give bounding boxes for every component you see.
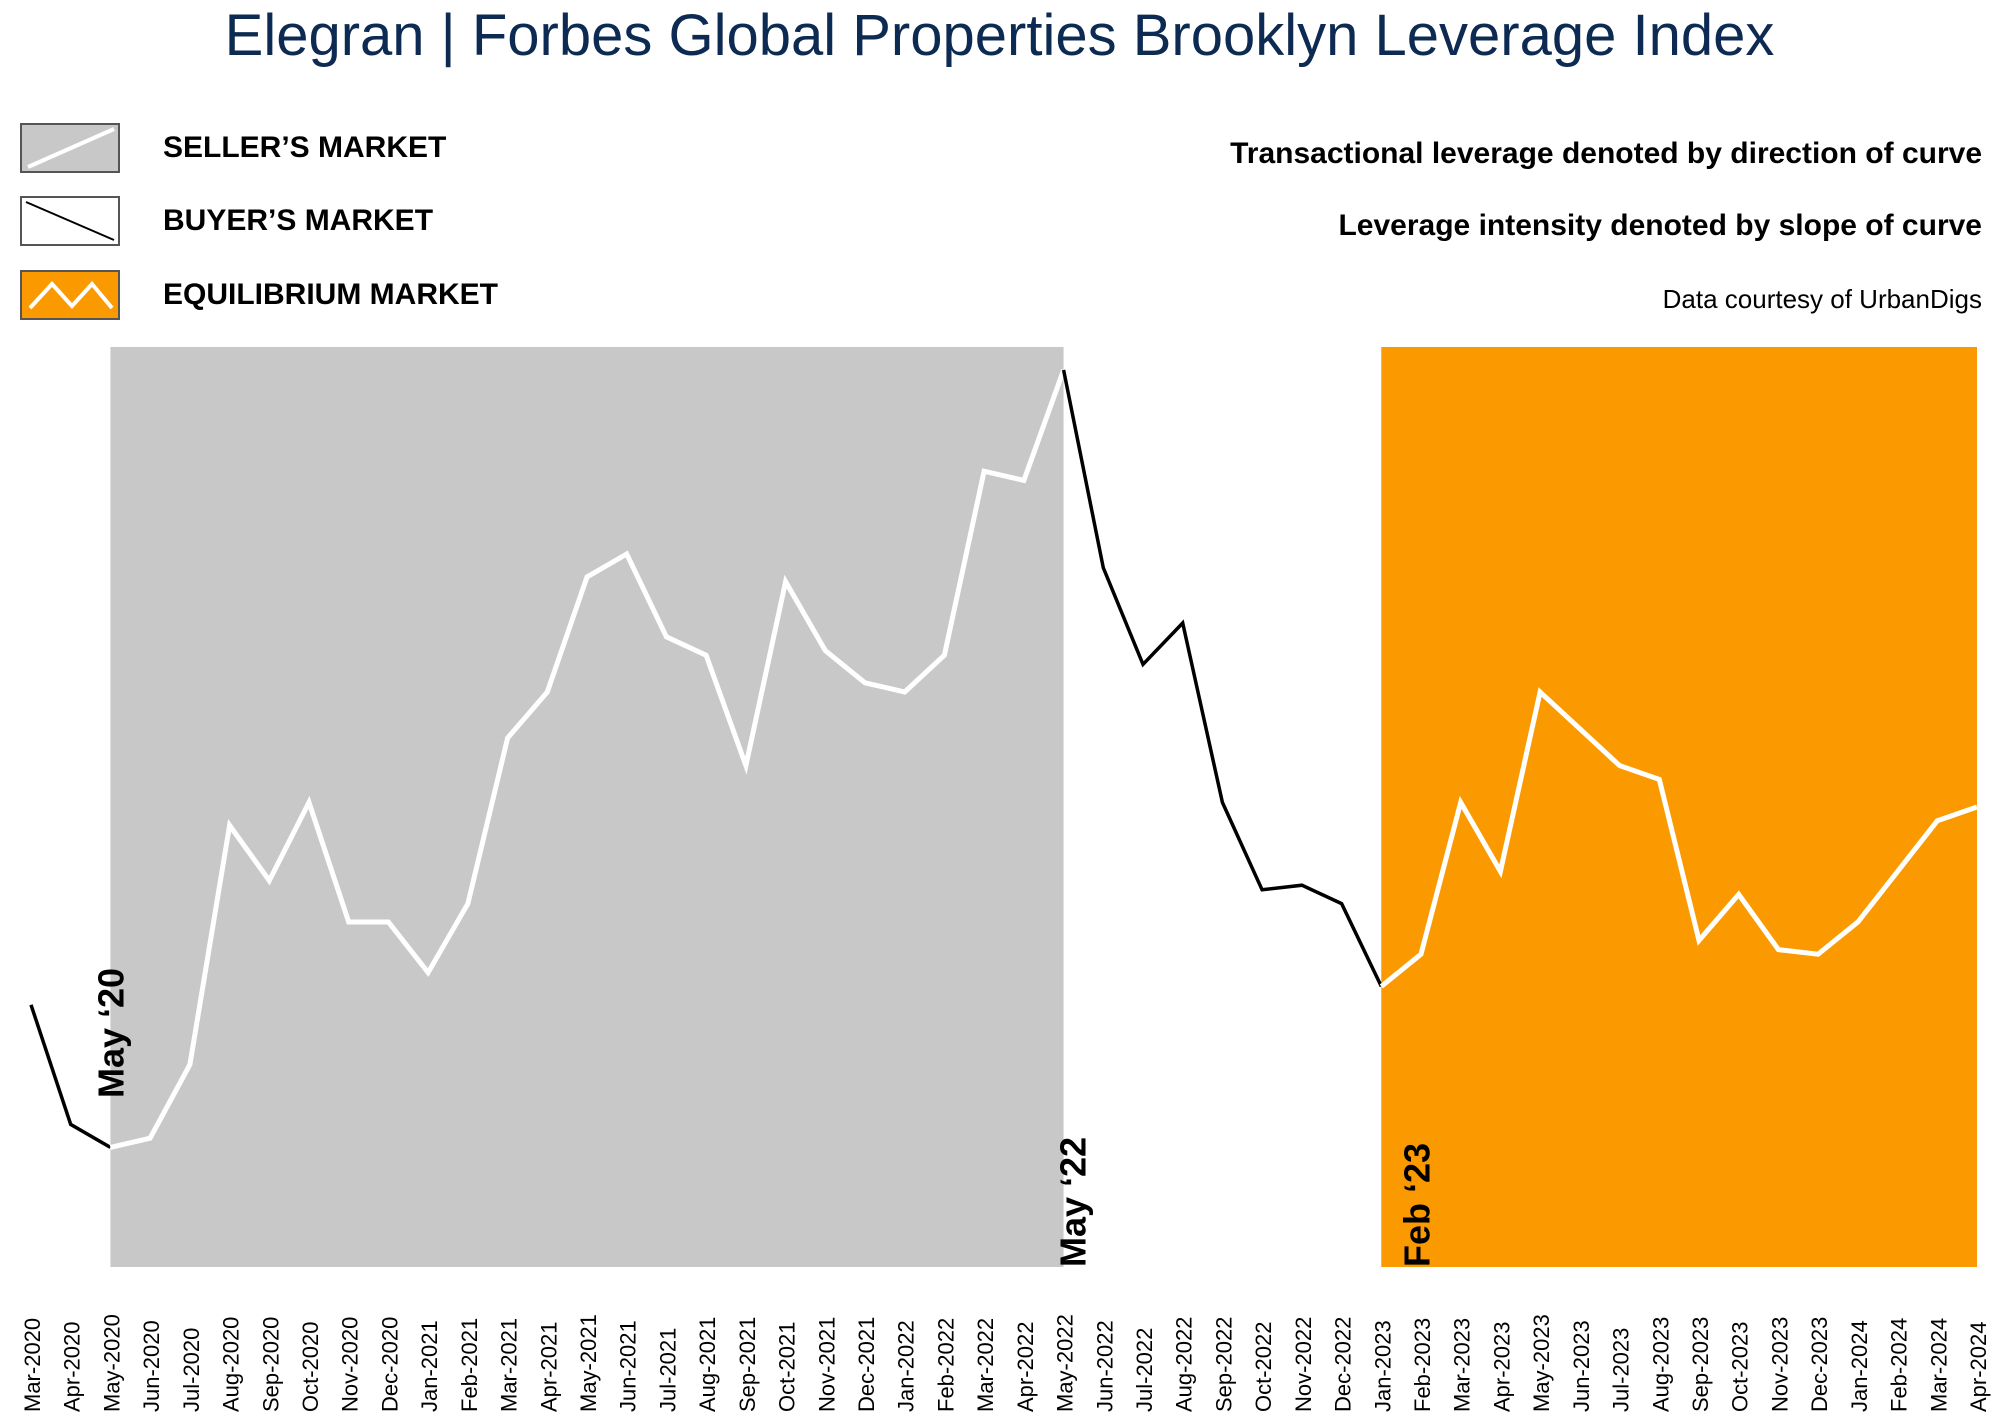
seller-segment-line [109, 369, 1066, 1150]
x-tick-label: Oct-2023 [1728, 1322, 1753, 1413]
x-tick-label: Jun-2020 [139, 1320, 164, 1412]
legend-label-seller: SELLER’S MARKET [163, 131, 447, 164]
x-tick-label: Mar-2020 [20, 1318, 45, 1412]
x-tick-label: Dec-2021 [854, 1317, 879, 1412]
x-tick-label: Mar-2022 [973, 1318, 998, 1412]
x-tick-label: Oct-2022 [1251, 1322, 1276, 1413]
equilibrium-segment-line [1379, 687, 1978, 989]
note-data-source: Data courtesy of UrbanDigs [1662, 284, 1982, 314]
x-tick-label: Sep-2021 [735, 1317, 760, 1412]
buyer-segment-line [29, 1004, 112, 1149]
x-tick-label: Jun-2022 [1092, 1320, 1117, 1412]
title-sub: Brooklyn Leverage Index [1132, 3, 1775, 68]
seller-market-swatch-icon [20, 123, 120, 173]
x-tick-label: Jul-2021 [655, 1328, 680, 1412]
x-tick-label: Jan-2021 [417, 1320, 442, 1412]
chart-title: Elegran | Forbes Global Properties Brook… [0, 2, 1999, 69]
title-main: Elegran | Forbes Global Properties [224, 3, 1117, 68]
legend-label-buyer: BUYER’S MARKET [163, 204, 434, 237]
note-leverage-direction: Transactional leverage denoted by direct… [1230, 137, 1982, 170]
x-tick-label: May-2020 [99, 1314, 124, 1412]
x-tick-label: Feb-2023 [1410, 1318, 1435, 1412]
x-tick-label: Nov-2023 [1767, 1317, 1792, 1412]
annotation-label: May ‘22 [1053, 1137, 1094, 1267]
x-tick-label: Jul-2020 [179, 1328, 204, 1412]
equilibrium-market-swatch-icon [20, 270, 120, 320]
equilibrium-market-region [1381, 347, 1977, 1267]
x-tick-label: Feb-2021 [457, 1318, 482, 1412]
x-tick-label: Jun-2021 [616, 1320, 641, 1412]
x-tick-label: Mar-2021 [497, 1318, 522, 1412]
x-tick-label: Jun-2023 [1569, 1320, 1594, 1412]
x-tick-label: Mar-2024 [1926, 1318, 1951, 1412]
x-tick-label: Sep-2023 [1688, 1317, 1713, 1412]
x-tick-label: May-2022 [1053, 1314, 1078, 1412]
annotation-label: May ‘20 [90, 968, 131, 1098]
x-tick-label: Feb-2022 [933, 1318, 958, 1412]
x-tick-label: Aug-2022 [1172, 1317, 1197, 1412]
x-tick-label: Aug-2020 [219, 1317, 244, 1412]
buyer-market-swatch-icon [20, 196, 120, 246]
x-tick-label: Mar-2023 [1450, 1318, 1475, 1412]
legend-label-equilibrium: EQUILIBRIUM MARKET [163, 278, 498, 311]
x-tick-label: Aug-2021 [695, 1317, 720, 1412]
note-leverage-intensity: Leverage intensity denoted by slope of c… [1338, 209, 1982, 242]
x-tick-label: Aug-2023 [1648, 1317, 1673, 1412]
annotation-label: Feb ‘23 [1396, 1143, 1437, 1267]
x-tick-label: May-2023 [1529, 1314, 1554, 1412]
x-tick-label: May-2021 [576, 1314, 601, 1412]
x-tick-label: Jan-2024 [1847, 1320, 1872, 1412]
x-tick-label: Apr-2024 [1966, 1321, 1991, 1412]
x-tick-label: Dec-2022 [1331, 1317, 1356, 1412]
x-tick-label: Sep-2022 [1211, 1317, 1236, 1412]
seller-market-region [110, 347, 1064, 1267]
x-tick-label: Sep-2020 [258, 1317, 283, 1412]
x-tick-label: Oct-2021 [775, 1322, 800, 1413]
x-tick-label: Jan-2022 [894, 1320, 919, 1412]
x-tick-label: Nov-2022 [1291, 1317, 1316, 1412]
x-tick-label: Apr-2020 [60, 1321, 85, 1412]
x-tick-label: Jan-2023 [1370, 1320, 1395, 1412]
x-tick-label: Dec-2020 [377, 1317, 402, 1412]
x-tick-label: Apr-2022 [1013, 1321, 1038, 1412]
x-tick-label: Oct-2020 [298, 1322, 323, 1413]
x-tick-label: Apr-2023 [1489, 1321, 1514, 1412]
x-tick-label: Feb-2024 [1887, 1318, 1912, 1412]
buyer-segment-line [1061, 369, 1383, 988]
x-tick-label: Jul-2022 [1132, 1328, 1157, 1412]
x-tick-label: Apr-2021 [536, 1321, 561, 1412]
x-tick-label: Jul-2023 [1609, 1328, 1634, 1412]
x-tick-label: Nov-2021 [814, 1317, 839, 1412]
x-tick-label: Nov-2020 [338, 1317, 363, 1412]
x-tick-label: Dec-2023 [1807, 1317, 1832, 1412]
